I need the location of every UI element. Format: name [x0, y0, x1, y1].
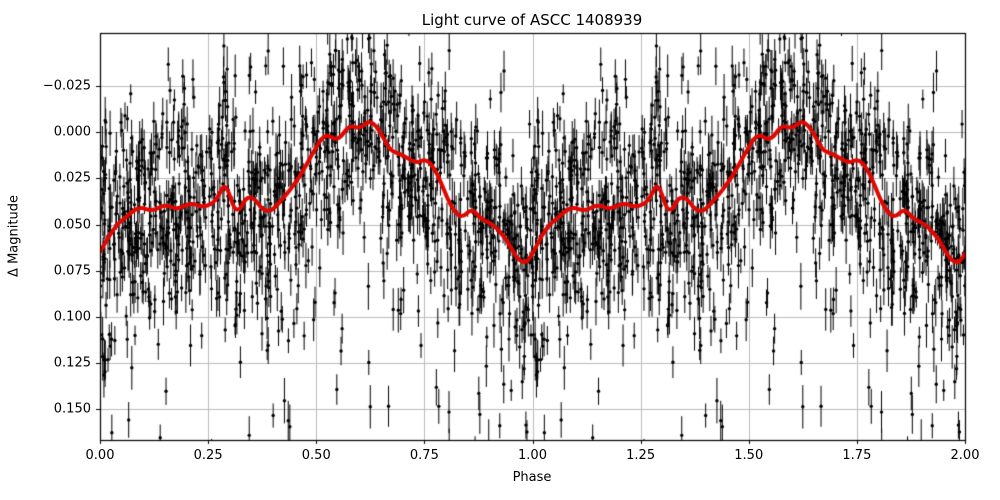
y-tick-label: 0.075 — [53, 263, 91, 279]
x-axis-label: Phase — [512, 470, 552, 485]
y-tick-label: 0.050 — [53, 217, 91, 233]
x-tick-label: 0.75 — [409, 448, 439, 463]
x-tick-label: 0.25 — [193, 448, 223, 463]
y-tick-label: 0.000 — [53, 124, 91, 140]
y-tick-label: 0.150 — [53, 401, 91, 417]
x-tick-label: 1.75 — [842, 448, 872, 463]
x-tick-label: 1.00 — [518, 448, 547, 463]
x-tick-label: 1.50 — [734, 448, 764, 463]
y-tick-label: −0.025 — [42, 78, 91, 94]
x-tick-label: 0.00 — [85, 448, 115, 463]
chart-title: Light curve of ASCC 1408939 — [421, 11, 643, 29]
x-tick-label: 2.00 — [950, 448, 980, 463]
y-axis-label: Δ Magnitude — [6, 195, 22, 277]
x-tick-label: 1.25 — [626, 448, 656, 463]
x-tick-label: 0.50 — [301, 448, 331, 463]
y-tick-label: 0.100 — [53, 309, 91, 325]
y-tick-label: 0.025 — [53, 170, 91, 186]
y-tick-label: 0.125 — [53, 355, 91, 371]
